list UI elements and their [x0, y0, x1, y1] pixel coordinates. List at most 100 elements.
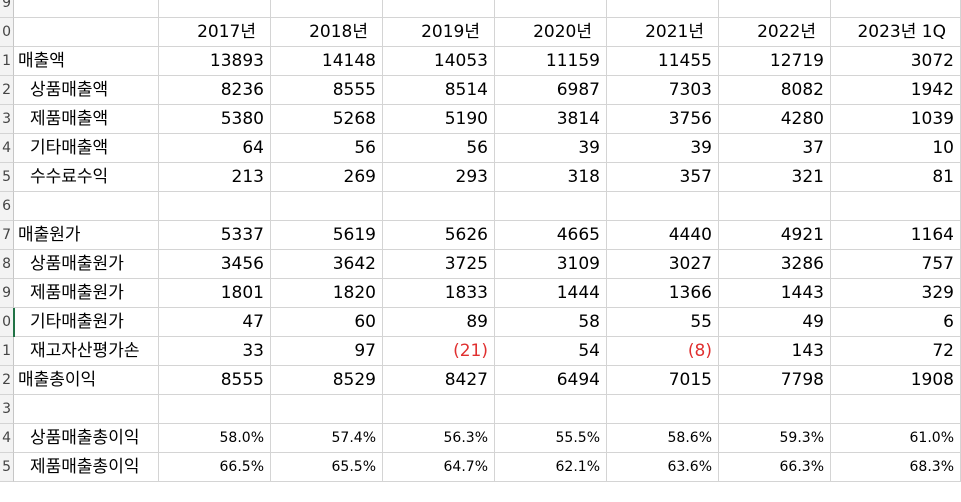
value-cell[interactable]: 6494	[495, 366, 607, 395]
value-cell[interactable]: 1833	[383, 279, 495, 308]
value-cell[interactable]	[271, 395, 383, 424]
cell[interactable]	[271, 0, 383, 18]
row-header[interactable]: 1	[0, 47, 14, 76]
value-cell[interactable]: 7303	[607, 76, 719, 105]
row-label[interactable]: 제품매출총이익	[14, 453, 159, 482]
value-cell[interactable]: 6	[831, 308, 961, 337]
row-label[interactable]	[14, 395, 159, 424]
value-cell[interactable]	[607, 395, 719, 424]
row-header[interactable]: 5	[0, 163, 14, 192]
value-cell[interactable]: 8529	[271, 366, 383, 395]
value-cell[interactable]: 4921	[719, 221, 831, 250]
cell[interactable]	[607, 0, 719, 18]
value-cell[interactable]: 57.4%	[271, 424, 383, 453]
row-label[interactable]: 재고자산평가손	[14, 337, 159, 366]
value-cell[interactable]: 357	[607, 163, 719, 192]
value-cell[interactable]: 321	[719, 163, 831, 192]
cell[interactable]	[14, 0, 159, 18]
value-cell[interactable]: 1942	[831, 76, 961, 105]
value-cell[interactable]: 7798	[719, 366, 831, 395]
value-cell[interactable]: 72	[831, 337, 961, 366]
value-cell[interactable]	[159, 192, 271, 221]
value-cell[interactable]: 3286	[719, 250, 831, 279]
value-cell[interactable]: 318	[495, 163, 607, 192]
value-cell[interactable]: 59.3%	[719, 424, 831, 453]
column-header-year[interactable]: 2022년	[719, 18, 831, 47]
row-header[interactable]: 4	[0, 424, 14, 453]
value-cell[interactable]: 61.0%	[831, 424, 961, 453]
value-cell[interactable]: 58.0%	[159, 424, 271, 453]
row-header[interactable]: 9	[0, 0, 14, 18]
row-label[interactable]: 기타매출원가	[14, 308, 159, 337]
value-cell[interactable]: 11455	[607, 47, 719, 76]
row-header[interactable]: 8	[0, 250, 14, 279]
column-header-year[interactable]: 2021년	[607, 18, 719, 47]
value-cell[interactable]: 12719	[719, 47, 831, 76]
value-cell[interactable]: 56.3%	[383, 424, 495, 453]
value-cell[interactable]: 4665	[495, 221, 607, 250]
column-header-year[interactable]: 2017년	[159, 18, 271, 47]
value-cell[interactable]: 64	[159, 134, 271, 163]
value-cell[interactable]: 3642	[271, 250, 383, 279]
column-header-year[interactable]: 2023년 1Q	[831, 18, 961, 47]
cell[interactable]	[159, 0, 271, 18]
cell[interactable]	[383, 0, 495, 18]
row-label[interactable]: 기타매출액	[14, 134, 159, 163]
value-cell[interactable]: 49	[719, 308, 831, 337]
value-cell[interactable]: 7015	[607, 366, 719, 395]
value-cell[interactable]: 60	[271, 308, 383, 337]
value-cell[interactable]: 3725	[383, 250, 495, 279]
row-label[interactable]: 제품매출원가	[14, 279, 159, 308]
row-header[interactable]: 5	[0, 453, 14, 482]
row-header[interactable]: 0	[0, 18, 14, 47]
row-label[interactable]: 매출총이익	[14, 366, 159, 395]
row-label[interactable]: 수수료수익	[14, 163, 159, 192]
value-cell[interactable]: 1366	[607, 279, 719, 308]
value-cell[interactable]: 5619	[271, 221, 383, 250]
value-cell[interactable]: 33	[159, 337, 271, 366]
row-label[interactable]: 상품매출원가	[14, 250, 159, 279]
value-cell[interactable]: 13893	[159, 47, 271, 76]
value-cell[interactable]: 4280	[719, 105, 831, 134]
value-cell[interactable]	[383, 395, 495, 424]
value-cell[interactable]: 5337	[159, 221, 271, 250]
value-cell[interactable]: 81	[831, 163, 961, 192]
row-header[interactable]: 2	[0, 76, 14, 105]
value-cell[interactable]: 58	[495, 308, 607, 337]
cell[interactable]	[719, 0, 831, 18]
value-cell[interactable]: 3109	[495, 250, 607, 279]
value-cell[interactable]: 56	[271, 134, 383, 163]
value-cell[interactable]: 6987	[495, 76, 607, 105]
value-cell[interactable]: 5190	[383, 105, 495, 134]
value-cell[interactable]: 66.5%	[159, 453, 271, 482]
row-header[interactable]: 4	[0, 134, 14, 163]
value-cell[interactable]: 89	[383, 308, 495, 337]
row-header[interactable]: 3	[0, 395, 14, 424]
value-cell[interactable]: 269	[271, 163, 383, 192]
value-cell[interactable]: 213	[159, 163, 271, 192]
value-cell[interactable]: 329	[831, 279, 961, 308]
value-cell[interactable]: 64.7%	[383, 453, 495, 482]
value-cell[interactable]: 3072	[831, 47, 961, 76]
value-cell[interactable]: 55	[607, 308, 719, 337]
value-cell[interactable]: 1164	[831, 221, 961, 250]
row-label[interactable]: 상품매출총이익	[14, 424, 159, 453]
value-cell[interactable]: 97	[271, 337, 383, 366]
value-cell[interactable]: 8514	[383, 76, 495, 105]
value-cell[interactable]: 3814	[495, 105, 607, 134]
value-cell[interactable]: 66.3%	[719, 453, 831, 482]
row-header[interactable]: 0	[0, 308, 14, 337]
value-cell[interactable]: 63.6%	[607, 453, 719, 482]
value-cell[interactable]: 3027	[607, 250, 719, 279]
row-header[interactable]: 3	[0, 105, 14, 134]
row-header[interactable]: 9	[0, 279, 14, 308]
value-cell[interactable]: 143	[719, 337, 831, 366]
row-label[interactable]: 상품매출액	[14, 76, 159, 105]
value-cell[interactable]: 5268	[271, 105, 383, 134]
value-cell[interactable]: 54	[495, 337, 607, 366]
value-cell[interactable]: 58.6%	[607, 424, 719, 453]
column-header-year[interactable]: 2019년	[383, 18, 495, 47]
value-cell[interactable]: 39	[607, 134, 719, 163]
value-cell[interactable]: 10	[831, 134, 961, 163]
